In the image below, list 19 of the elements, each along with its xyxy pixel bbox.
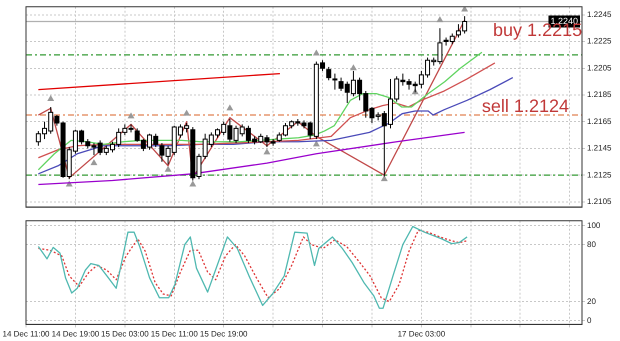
y-tick-label: 1.2125 <box>587 170 612 180</box>
annotation: sell 1.2124 <box>482 96 569 116</box>
x-tick-label: 14 Dec 11:00 <box>2 329 50 338</box>
x-tick-label: 15 Dec 19:00 <box>200 329 248 338</box>
y-tick-label: 20 <box>587 296 596 306</box>
x-tick-label: 15 Dec 03:00 <box>101 329 150 338</box>
x-tick-label: 17 Dec 03:00 <box>398 329 446 338</box>
y-tick-label: 1.2145 <box>587 144 612 153</box>
y-tick-label: 1.2225 <box>587 36 612 46</box>
x-tick-label: 15 Dec 11:00 <box>150 329 198 338</box>
y-tick-label: 1.2245 <box>587 10 612 20</box>
y-tick-label: 1.2165 <box>587 116 612 126</box>
x-tick-label: 14 Dec 19:00 <box>52 329 100 338</box>
y-tick-label: 1.2105 <box>587 197 612 206</box>
y-tick-label: 1.2205 <box>587 63 612 72</box>
y-tick-label: 0 <box>587 316 592 325</box>
y-tick-label: 1.2185 <box>587 90 612 100</box>
y-tick-label: 80 <box>587 240 596 249</box>
y-tick-label: 100 <box>587 220 601 230</box>
